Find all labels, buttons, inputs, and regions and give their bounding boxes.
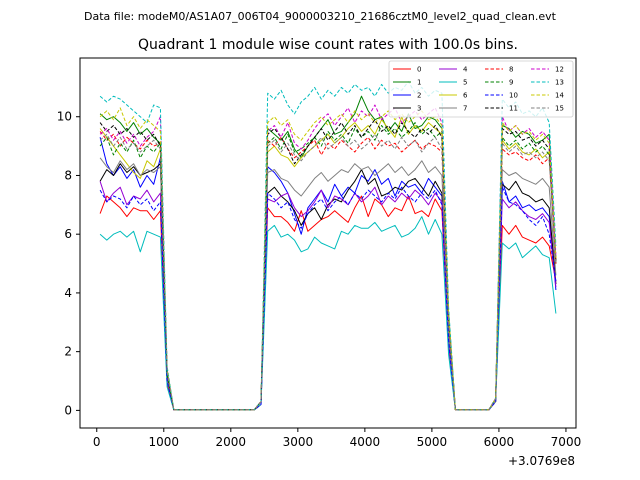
- y-tick-label: 0: [64, 403, 72, 417]
- x-tick-label: 7000: [551, 435, 582, 449]
- legend-label-8: 8: [509, 66, 513, 74]
- y-tick-label: 2: [64, 345, 72, 359]
- legend-label-9: 9: [509, 79, 513, 87]
- legend-label-6: 6: [463, 92, 468, 100]
- series-line-6: [99, 116, 557, 411]
- x-tick-label: 6000: [484, 435, 515, 449]
- y-tick-label: 4: [64, 286, 72, 300]
- suptitle: Data file: modeM0/AS1A07_006T04_90000032…: [84, 10, 557, 23]
- x-tick-label: 3000: [283, 435, 314, 449]
- legend-label-13: 13: [555, 79, 564, 87]
- legend-label-7: 7: [463, 105, 467, 113]
- tick-marks: 0 1000 2000 3000 4000 5000 6000 7000 0 2 4 6 8 10: [57, 110, 582, 449]
- x-offset-label: +3.0769e8: [508, 454, 575, 468]
- plot-frame: [79, 57, 577, 429]
- series-line-2: [99, 137, 557, 411]
- legend-label-11: 11: [509, 105, 518, 113]
- legend-label-1: 1: [417, 79, 421, 87]
- x-tick-label: 2000: [216, 435, 247, 449]
- y-tick-label: 10: [57, 110, 72, 124]
- legend-label-10: 10: [509, 92, 518, 100]
- legend-label-15: 15: [555, 105, 564, 113]
- series-line-11: [99, 119, 557, 411]
- legend-label-0: 0: [417, 66, 421, 74]
- x-tick-label: 5000: [417, 435, 448, 449]
- series-lines: [99, 81, 557, 411]
- legend-label-5: 5: [463, 79, 467, 87]
- series-line-15: [99, 133, 557, 411]
- y-tick-label: 6: [64, 227, 72, 241]
- chart-title: Quadrant 1 module wise count rates with …: [138, 37, 518, 53]
- legend-label-2: 2: [417, 92, 421, 100]
- y-tick-label: 8: [64, 168, 72, 182]
- legend-label-4: 4: [463, 66, 468, 74]
- legend-label-14: 14: [555, 92, 564, 100]
- series-line-7: [99, 157, 557, 411]
- series-line-8: [99, 131, 557, 411]
- x-tick-label: 1000: [149, 435, 180, 449]
- legend-label-12: 12: [555, 66, 564, 74]
- series-line-12: [99, 104, 557, 411]
- x-tick-label: 0: [93, 435, 101, 449]
- legend-box: [388, 60, 574, 118]
- legend-label-3: 3: [417, 105, 421, 113]
- series-line-14: [99, 107, 557, 411]
- series-line-9: [99, 122, 557, 411]
- x-tick-label: 4000: [350, 435, 381, 449]
